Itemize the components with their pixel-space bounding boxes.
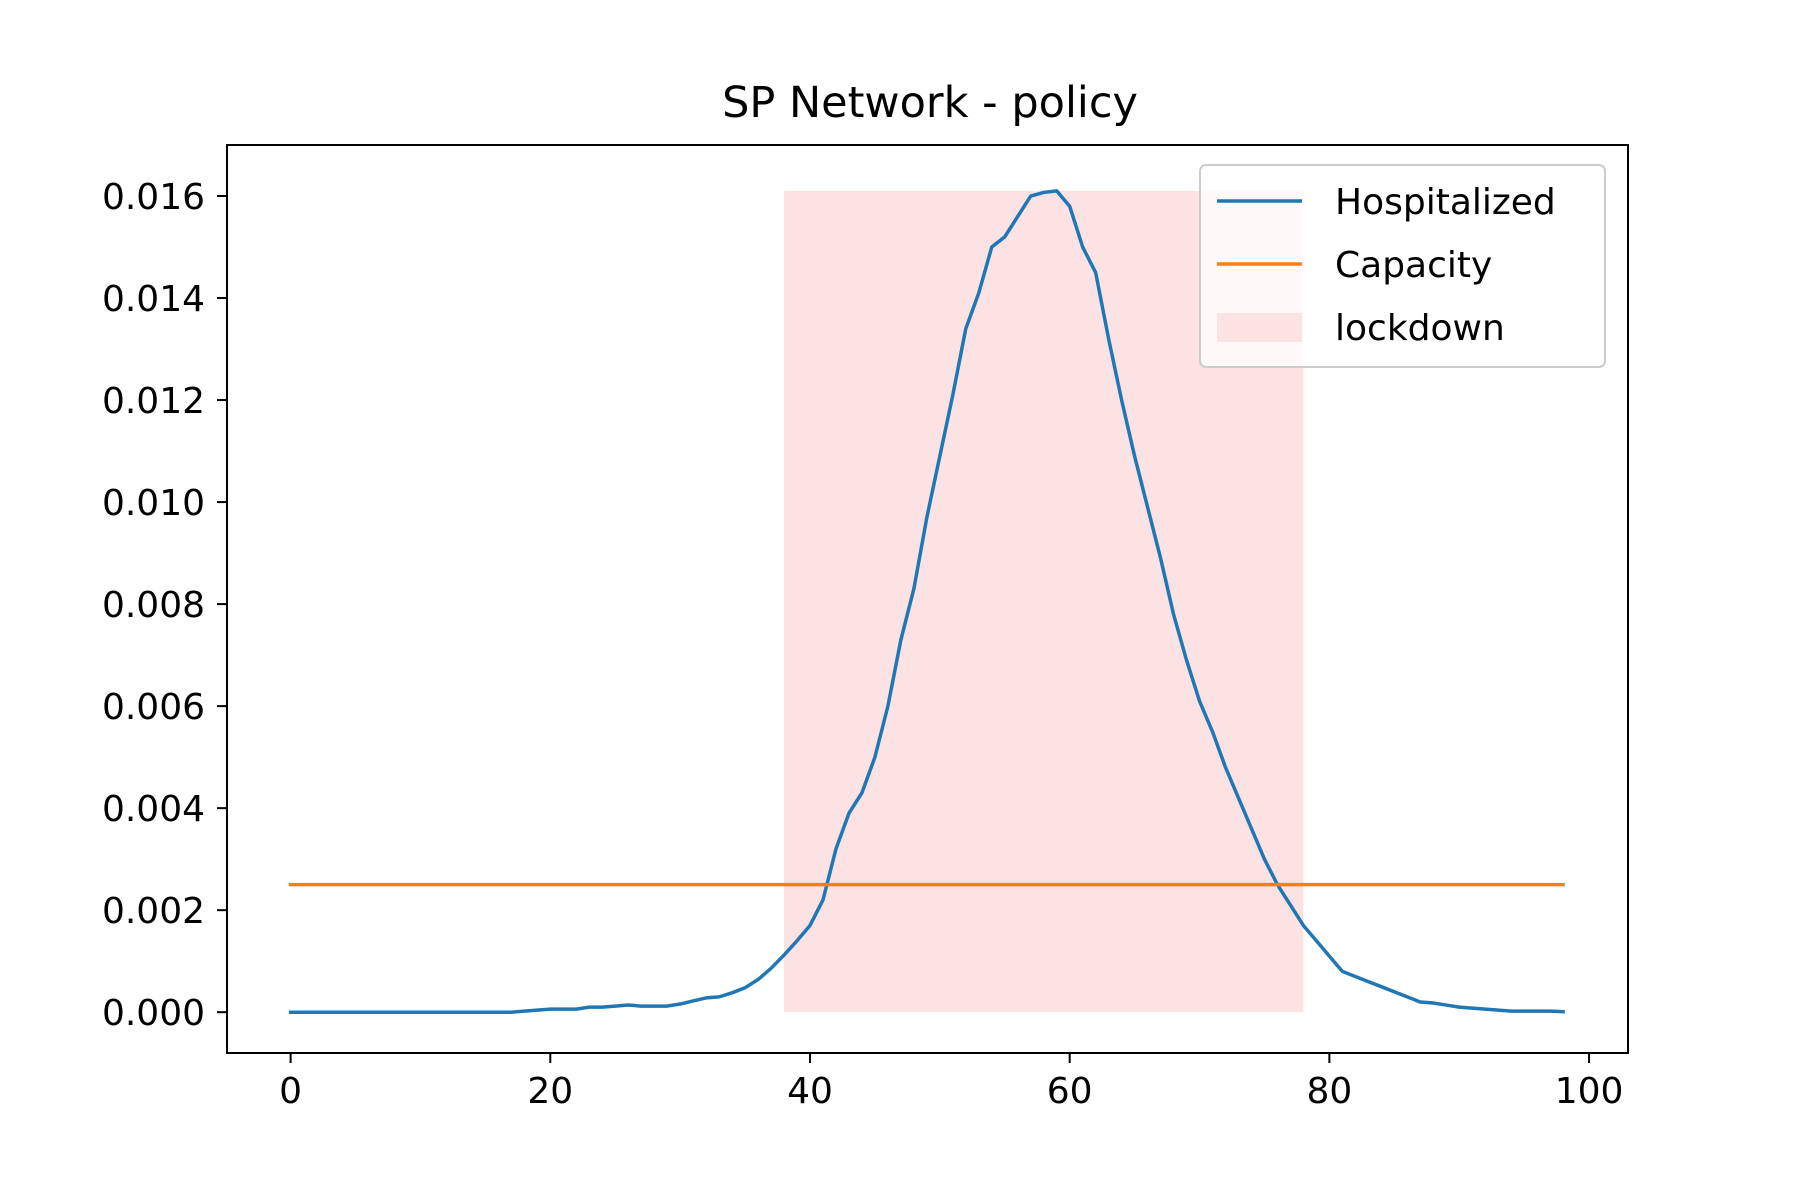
- y-tick-label: 0.008: [102, 585, 205, 626]
- x-tick-label: 80: [1306, 1071, 1352, 1112]
- legend-label-capacity: Capacity: [1335, 245, 1492, 286]
- y-tick-label: 0.000: [102, 993, 205, 1034]
- y-tick-label: 0.014: [102, 279, 205, 320]
- x-tick-label: 0: [279, 1071, 302, 1112]
- y-tick-label: 0.004: [102, 789, 205, 830]
- y-tick-label: 0.010: [102, 483, 205, 524]
- legend-label-lockdown: lockdown: [1335, 308, 1505, 349]
- legend-label-hospitalized: Hospitalized: [1335, 182, 1556, 223]
- x-tick-label: 100: [1555, 1071, 1624, 1112]
- x-tick-label: 20: [527, 1071, 573, 1112]
- y-tick-label: 0.006: [102, 687, 205, 728]
- x-tick-label: 60: [1047, 1071, 1093, 1112]
- legend: Hospitalized Capacity lockdown: [1199, 164, 1606, 368]
- legend-swatch-lockdown: [1217, 313, 1302, 342]
- series-line-hospitalized: [288, 189, 1565, 1014]
- y-tick-label: 0.016: [102, 177, 205, 218]
- x-tick-label: 40: [787, 1071, 833, 1112]
- axes-frame: [226, 144, 1629, 1054]
- y-tick-label: 0.012: [102, 381, 205, 422]
- axes: 0 20 40 60 80 100 0.000 0.002 0.004 0.006 0.008 0.0…: [102, 144, 1629, 1112]
- y-tick-label: 0.002: [102, 891, 205, 932]
- chart-title: SP Network - policy: [722, 78, 1138, 128]
